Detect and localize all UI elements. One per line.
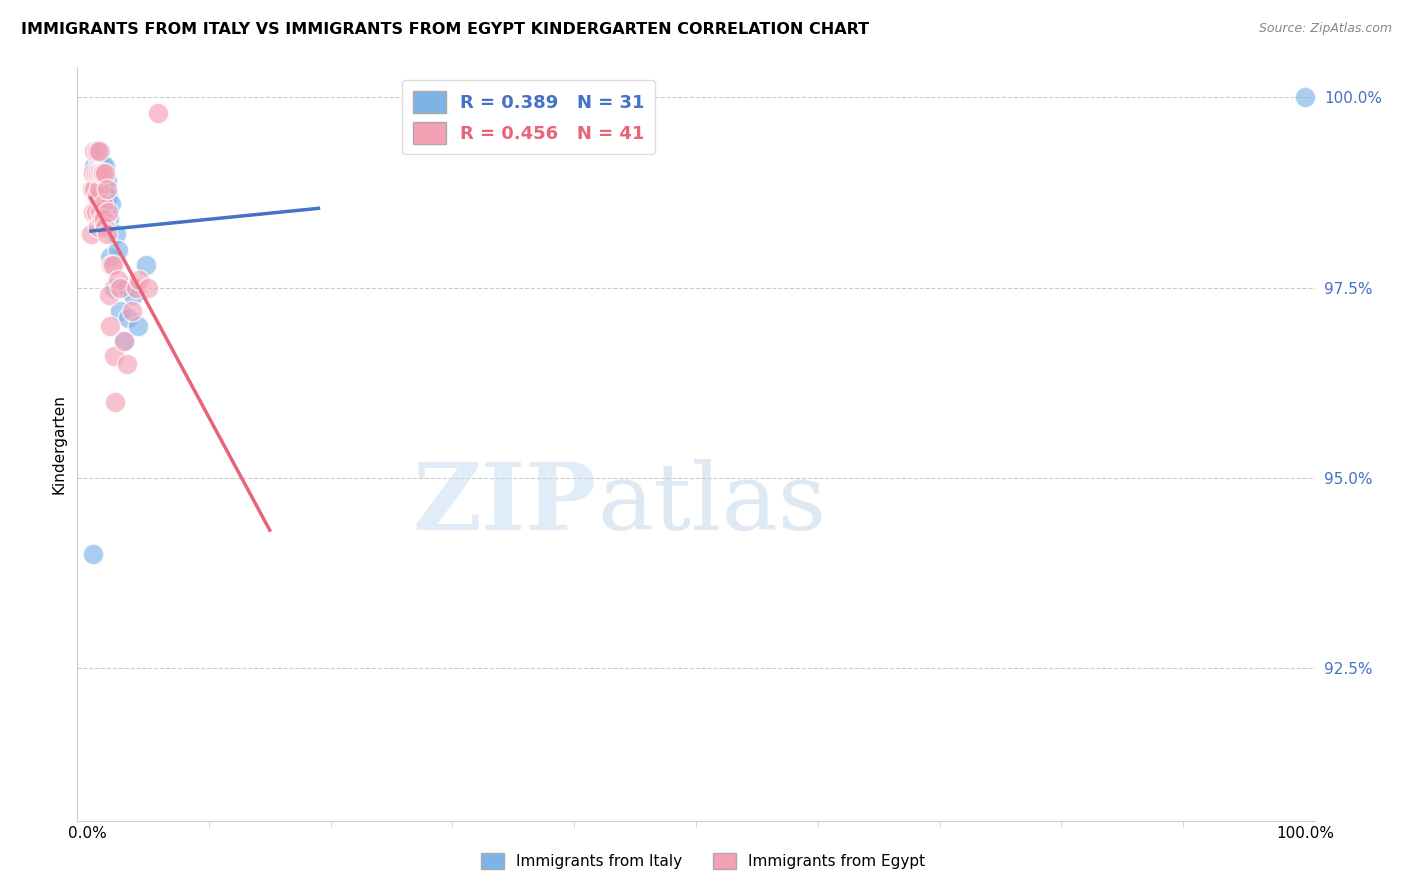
Point bbox=[128, 273, 150, 287]
Y-axis label: Kindergarten: Kindergarten bbox=[51, 394, 66, 493]
Point bbox=[97, 204, 120, 219]
Point bbox=[98, 250, 121, 264]
Text: ZIP: ZIP bbox=[413, 459, 598, 549]
Point bbox=[107, 273, 129, 287]
Point bbox=[117, 357, 139, 371]
Point bbox=[90, 166, 112, 180]
Text: IMMIGRANTS FROM ITALY VS IMMIGRANTS FROM EGYPT KINDERGARTEN CORRELATION CHART: IMMIGRANTS FROM ITALY VS IMMIGRANTS FROM… bbox=[21, 22, 869, 37]
Point bbox=[93, 212, 115, 227]
Point bbox=[115, 281, 138, 295]
Point bbox=[117, 311, 139, 326]
Point bbox=[146, 105, 169, 120]
Point bbox=[98, 288, 121, 302]
Point bbox=[105, 227, 128, 242]
Point bbox=[94, 219, 117, 234]
Point bbox=[87, 166, 110, 180]
Point bbox=[91, 159, 114, 173]
Point bbox=[91, 166, 114, 180]
Point bbox=[86, 189, 108, 203]
Point bbox=[84, 166, 107, 180]
Point bbox=[98, 318, 121, 333]
Point bbox=[108, 281, 131, 295]
Point bbox=[89, 144, 111, 158]
Point bbox=[104, 395, 127, 409]
Point bbox=[121, 303, 143, 318]
Point bbox=[87, 166, 110, 180]
Point bbox=[84, 166, 107, 180]
Point bbox=[89, 144, 111, 158]
Point bbox=[98, 212, 121, 227]
Point bbox=[90, 166, 112, 180]
Point bbox=[86, 144, 108, 158]
Point bbox=[83, 182, 105, 196]
Point bbox=[83, 144, 105, 158]
Point bbox=[87, 219, 110, 234]
Point bbox=[96, 174, 118, 188]
Point bbox=[135, 258, 157, 272]
Point bbox=[101, 258, 124, 272]
Point bbox=[80, 227, 103, 242]
Point bbox=[125, 281, 148, 295]
Point bbox=[82, 547, 104, 561]
Point bbox=[84, 204, 107, 219]
Point bbox=[96, 182, 118, 196]
Point bbox=[112, 334, 135, 348]
Point bbox=[93, 182, 115, 196]
Point bbox=[96, 227, 118, 242]
Point bbox=[100, 258, 122, 272]
Point bbox=[107, 243, 129, 257]
Point bbox=[89, 204, 111, 219]
Point bbox=[108, 303, 131, 318]
Point bbox=[80, 182, 103, 196]
Point bbox=[89, 159, 111, 173]
Point bbox=[112, 334, 135, 348]
Point bbox=[86, 144, 108, 158]
Point bbox=[90, 212, 112, 227]
Point bbox=[82, 166, 104, 180]
Text: Source: ZipAtlas.com: Source: ZipAtlas.com bbox=[1258, 22, 1392, 36]
Point bbox=[103, 281, 125, 295]
Point bbox=[100, 197, 122, 211]
Legend: Immigrants from Italy, Immigrants from Egypt: Immigrants from Italy, Immigrants from E… bbox=[475, 847, 931, 875]
Point bbox=[91, 166, 114, 180]
Legend: R = 0.389   N = 31, R = 0.456   N = 41: R = 0.389 N = 31, R = 0.456 N = 41 bbox=[402, 79, 655, 154]
Point bbox=[127, 318, 149, 333]
Point bbox=[103, 349, 125, 363]
Point bbox=[91, 197, 114, 211]
Point bbox=[83, 159, 105, 173]
Point bbox=[87, 151, 110, 165]
Point bbox=[89, 166, 111, 180]
Point bbox=[89, 174, 111, 188]
Text: atlas: atlas bbox=[598, 459, 827, 549]
Point bbox=[122, 288, 145, 302]
Point bbox=[82, 204, 104, 219]
Point bbox=[136, 281, 159, 295]
Point bbox=[1294, 90, 1316, 104]
Point bbox=[97, 189, 120, 203]
Point bbox=[89, 166, 111, 180]
Point bbox=[94, 166, 117, 180]
Point bbox=[94, 159, 117, 173]
Point bbox=[89, 182, 111, 196]
